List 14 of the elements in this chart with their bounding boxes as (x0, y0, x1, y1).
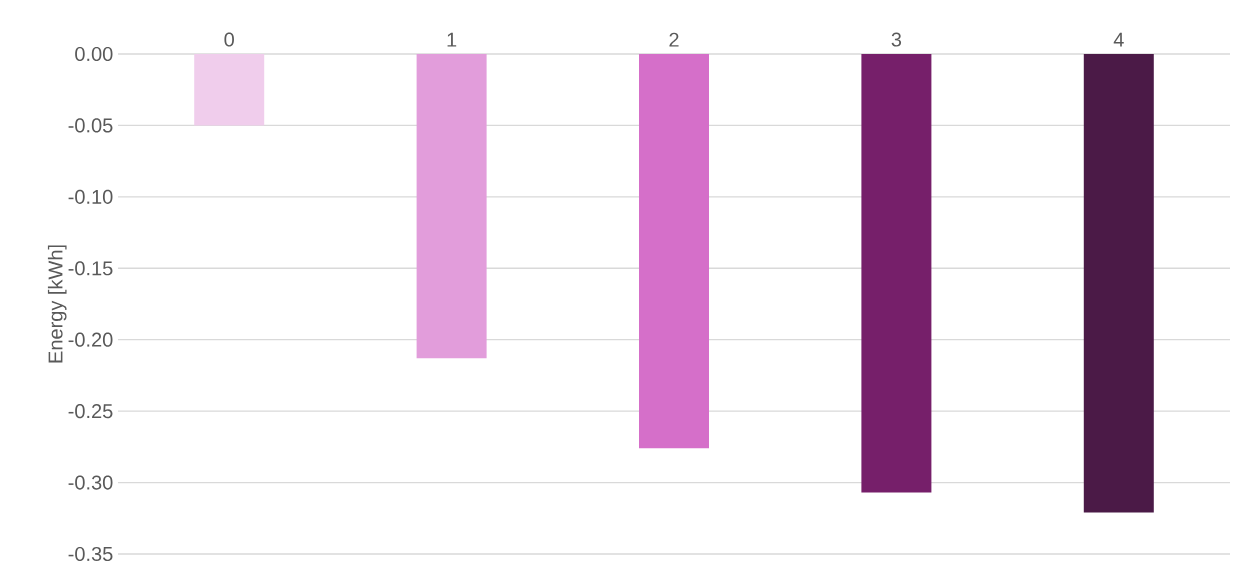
y-axis-title: Energy [kWh] (47, 245, 67, 363)
y-tick-label: -0.10 (68, 189, 113, 204)
y-tick-label: -0.20 (68, 332, 113, 347)
y-tick-label: -0.30 (68, 475, 113, 490)
x-tick-label: 1 (447, 32, 457, 47)
y-tick-label: 0.00 (75, 46, 113, 62)
x-tick-label: 4 (1113, 32, 1124, 47)
x-tick-label: 2 (669, 32, 679, 47)
y-tick-label: -0.35 (68, 546, 113, 562)
y-tick-label: -0.25 (68, 404, 113, 419)
x-tick-label: 3 (891, 32, 902, 47)
x-tick-label: 0 (224, 32, 234, 47)
y-tick-label: -0.15 (68, 261, 113, 276)
y-tick-label: -0.05 (68, 118, 113, 133)
